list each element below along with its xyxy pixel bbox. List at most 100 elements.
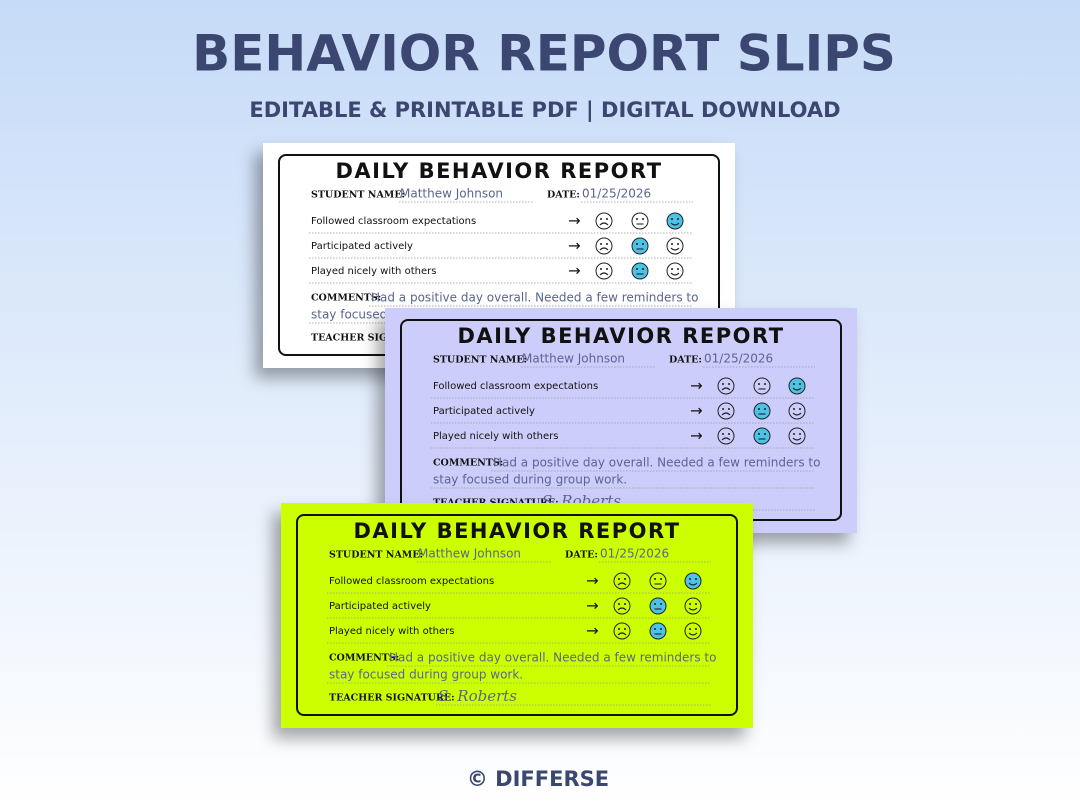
face: [666, 262, 684, 280]
eye: [677, 218, 679, 220]
eye: [677, 243, 679, 245]
mouth: [688, 632, 698, 636]
face: [613, 622, 631, 640]
student-name: Matthew Johnson: [522, 352, 625, 366]
eye: [654, 603, 656, 605]
row-label: Followed classroom expectations: [329, 576, 494, 587]
face: [666, 237, 684, 255]
eye: [671, 268, 673, 270]
eye: [764, 383, 766, 385]
mouth: [599, 272, 609, 276]
comment-line: Had a positive day overall. Needed a few…: [493, 456, 820, 470]
slip-paper: [385, 308, 857, 533]
date: 01/25/2026: [582, 187, 651, 201]
face: [595, 212, 613, 230]
face: [595, 262, 613, 280]
face: [631, 262, 649, 280]
eye: [758, 383, 760, 385]
eye: [728, 408, 730, 410]
eye: [799, 433, 801, 435]
mouth: [792, 437, 802, 441]
face: [684, 572, 702, 590]
eye: [600, 243, 602, 245]
footer: © DIFFERSE: [467, 767, 609, 791]
date: 01/25/2026: [704, 352, 773, 366]
label: DATE:: [669, 355, 702, 366]
eye: [624, 603, 626, 605]
mouth: [599, 222, 609, 226]
mouth: [792, 412, 802, 416]
eye: [660, 628, 662, 630]
face: [649, 572, 667, 590]
eye: [722, 433, 724, 435]
eye: [636, 268, 638, 270]
student-name: Matthew Johnson: [418, 547, 521, 561]
label: DATE:: [547, 190, 580, 201]
eye: [793, 433, 795, 435]
mouth: [721, 387, 731, 391]
eye: [689, 628, 691, 630]
face: [595, 237, 613, 255]
arrow: →: [690, 377, 703, 395]
eye: [642, 243, 644, 245]
mouth: [617, 582, 627, 586]
eye: [654, 578, 656, 580]
row-label: Participated actively: [311, 241, 413, 252]
slip-heading: DAILY BEHAVIOR REPORT: [457, 324, 784, 348]
eye: [799, 383, 801, 385]
signature: S. Roberts: [438, 687, 517, 705]
eye: [671, 243, 673, 245]
eye: [654, 628, 656, 630]
comment-line: stay focused during group work.: [433, 473, 627, 487]
arrow: →: [586, 597, 599, 615]
face: [631, 212, 649, 230]
row-label: Played nicely with others: [311, 266, 436, 277]
eye: [600, 218, 602, 220]
face: [684, 597, 702, 615]
mouth: [792, 387, 802, 391]
comment-line: Had a positive day overall. Needed a few…: [371, 291, 698, 305]
slip-heading: DAILY BEHAVIOR REPORT: [353, 519, 680, 543]
eye: [689, 603, 691, 605]
eye: [689, 578, 691, 580]
eye: [758, 433, 760, 435]
eye: [636, 218, 638, 220]
row-label: Followed classroom expectations: [433, 381, 598, 392]
comment-line: stay focused during group work.: [329, 668, 523, 682]
eye: [624, 578, 626, 580]
eye: [695, 603, 697, 605]
row-label: Participated actively: [329, 601, 431, 612]
label: STUDENT NAME:: [433, 355, 527, 366]
arrow: →: [568, 212, 581, 230]
face: [649, 597, 667, 615]
date: 01/25/2026: [600, 547, 669, 561]
mouth: [688, 582, 698, 586]
label: DATE:: [565, 550, 598, 561]
arrow: →: [690, 402, 703, 420]
face: [684, 622, 702, 640]
face: [788, 427, 806, 445]
eye: [624, 628, 626, 630]
mouth: [688, 607, 698, 611]
mouth: [721, 437, 731, 441]
label: COMMENTS:: [311, 293, 381, 304]
face: [788, 377, 806, 395]
mouth: [617, 607, 627, 611]
label: TEACHER SIGNATURE:: [311, 333, 437, 344]
row-label: Followed classroom expectations: [311, 216, 476, 227]
arrow: →: [690, 427, 703, 445]
eye: [695, 578, 697, 580]
face: [613, 572, 631, 590]
label: STUDENT NAME:: [311, 190, 405, 201]
face: [717, 377, 735, 395]
row-label: Played nicely with others: [433, 431, 558, 442]
student-name: Matthew Johnson: [400, 187, 503, 201]
mouth: [670, 222, 680, 226]
arrow: →: [586, 622, 599, 640]
eye: [793, 383, 795, 385]
face: [717, 402, 735, 420]
face: [717, 427, 735, 445]
eye: [728, 433, 730, 435]
